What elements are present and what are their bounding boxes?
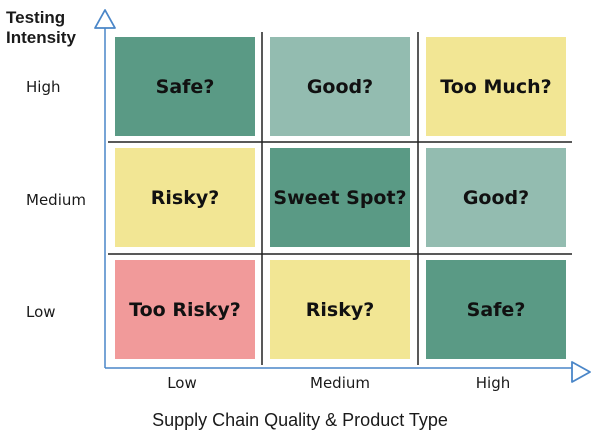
cell-low-medium: Risky? <box>270 260 410 359</box>
y-axis-title-line2: Intensity <box>6 28 76 47</box>
cell-high-high: Too Much? <box>426 37 566 136</box>
col-label-low: Low <box>167 374 197 392</box>
cell-low-high: Safe? <box>426 260 566 359</box>
cell-low-low: Too Risky? <box>115 260 255 359</box>
cell-high-medium: Good? <box>270 37 410 136</box>
cell-medium-medium: Sweet Spot? <box>270 148 410 247</box>
y-axis-title-line1: Testing <box>6 8 66 27</box>
col-label-high: High <box>475 374 511 392</box>
x-axis-arrow-icon <box>571 361 591 383</box>
x-axis-title: Supply Chain Quality & Product Type <box>152 410 448 430</box>
y-axis-title: Testing Intensity <box>6 8 76 48</box>
cell-medium-low: Risky? <box>115 148 255 247</box>
row-label-low: Low <box>26 303 56 321</box>
row-label-medium: Medium <box>26 191 86 209</box>
cell-high-low: Safe? <box>115 37 255 136</box>
cell-medium-high: Good? <box>426 148 566 247</box>
y-axis-arrow-icon <box>94 9 116 29</box>
col-label-medium: Medium <box>310 374 370 392</box>
row-label-high: High <box>26 78 61 96</box>
